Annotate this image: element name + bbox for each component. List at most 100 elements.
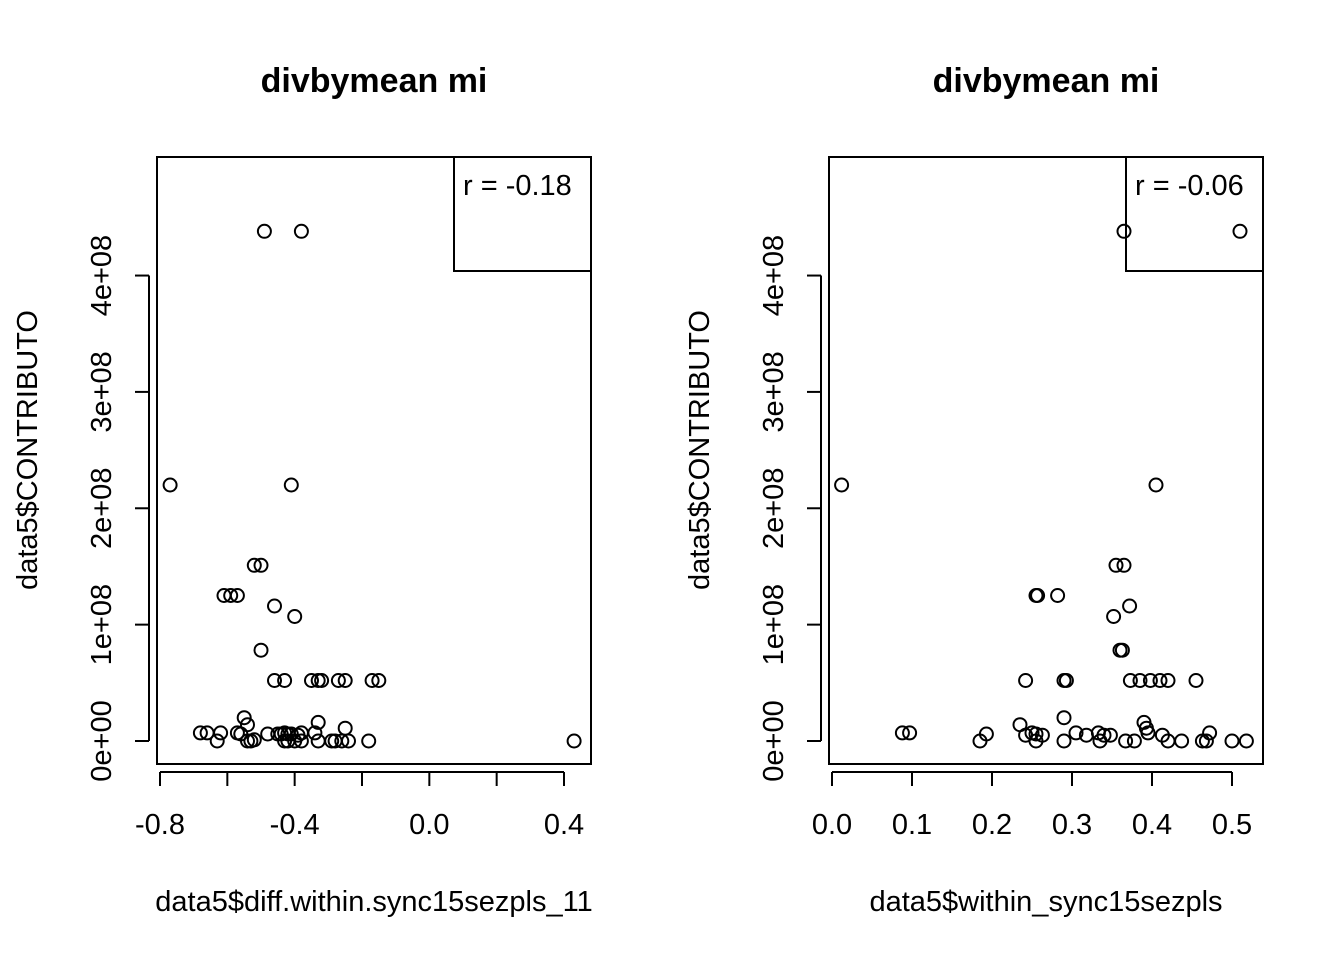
data-point bbox=[229, 588, 245, 603]
x-tick-label: 0.4 bbox=[1132, 809, 1172, 841]
y-tick-label: 1e+08 bbox=[86, 584, 118, 665]
data-point bbox=[267, 598, 282, 614]
x-tick-label: 0.0 bbox=[409, 809, 449, 841]
data-point bbox=[1160, 673, 1176, 688]
chart-title: divbymean mi bbox=[933, 62, 1160, 100]
legend-box bbox=[453, 156, 592, 272]
data-point bbox=[1238, 733, 1254, 749]
data-point bbox=[1092, 733, 1108, 749]
x-tick-label: 0.0 bbox=[812, 809, 852, 841]
data-point bbox=[1142, 673, 1158, 688]
data-point bbox=[246, 732, 262, 748]
plot-frame bbox=[156, 156, 592, 765]
data-point bbox=[293, 223, 309, 239]
data-point bbox=[972, 733, 988, 749]
data-point bbox=[330, 673, 346, 688]
y-tick-label: 3e+08 bbox=[86, 351, 118, 432]
data-point bbox=[1116, 223, 1132, 239]
data-point bbox=[1152, 673, 1168, 688]
y-axis-label: data5$CONTRIBUTO bbox=[12, 310, 44, 590]
chart-title: divbymean mi bbox=[261, 62, 488, 100]
data-point bbox=[1118, 733, 1134, 749]
data-point bbox=[1030, 588, 1046, 603]
data-point bbox=[307, 725, 323, 741]
data-point bbox=[283, 477, 299, 493]
x-tick-label: 0.2 bbox=[972, 809, 1012, 841]
data-point bbox=[293, 733, 309, 749]
x-tick-label: -0.8 bbox=[135, 809, 185, 841]
data-point bbox=[334, 733, 350, 749]
data-point bbox=[1056, 710, 1072, 726]
data-point bbox=[1018, 673, 1034, 688]
data-point bbox=[209, 733, 225, 749]
data-point bbox=[192, 725, 208, 741]
legend-text: r = -0.06 bbox=[1135, 170, 1244, 202]
data-point bbox=[314, 673, 330, 688]
y-axis-label: data5$CONTRIBUTO bbox=[684, 310, 716, 590]
legend-box bbox=[1125, 156, 1264, 272]
data-point bbox=[1202, 725, 1218, 741]
data-point bbox=[1198, 733, 1214, 749]
data-point bbox=[1148, 477, 1164, 493]
x-axis-label: data5$within_sync15sezpls bbox=[869, 886, 1222, 918]
x-axis-label: data5$diff.within.sync15sezpls_11 bbox=[155, 886, 592, 918]
data-point bbox=[267, 673, 282, 688]
data-point bbox=[1028, 733, 1044, 749]
x-tick-label: 0.4 bbox=[544, 809, 584, 841]
y-tick-label: 4e+08 bbox=[758, 235, 790, 316]
data-point bbox=[223, 588, 239, 603]
data-point bbox=[236, 710, 252, 726]
data-point bbox=[304, 673, 319, 688]
y-tick-label: 0e+00 bbox=[86, 700, 118, 781]
data-point bbox=[1058, 673, 1074, 688]
y-tick-label: 2e+08 bbox=[758, 468, 790, 549]
data-point bbox=[1050, 588, 1066, 603]
x-tick-label: 0.3 bbox=[1052, 809, 1092, 841]
data-point bbox=[277, 673, 293, 688]
data-point bbox=[834, 477, 850, 493]
data-point bbox=[1068, 725, 1084, 741]
y-tick-label: 1e+08 bbox=[758, 584, 790, 665]
data-point bbox=[253, 642, 269, 658]
data-point bbox=[253, 557, 269, 573]
data-point bbox=[1108, 557, 1124, 573]
x-tick-label: 0.1 bbox=[892, 809, 932, 841]
y-tick-label: 4e+08 bbox=[86, 235, 118, 316]
data-point bbox=[213, 725, 229, 741]
data-point bbox=[310, 714, 326, 730]
data-point bbox=[364, 673, 380, 688]
data-point bbox=[902, 725, 918, 741]
y-tick-label: 3e+08 bbox=[758, 351, 790, 432]
data-point bbox=[371, 673, 387, 688]
legend-text: r = -0.18 bbox=[463, 170, 572, 202]
data-point bbox=[341, 733, 356, 749]
data-point bbox=[1116, 557, 1132, 573]
data-point bbox=[337, 673, 353, 688]
data-point bbox=[1188, 673, 1204, 688]
data-point bbox=[566, 733, 582, 749]
data-point bbox=[1028, 726, 1044, 742]
chart-panel-2: divbymean mi 0.0 0.1 0.2 0.3 0.4 0.5 0e+00 1e+08… bbox=[684, 62, 1264, 918]
data-point bbox=[1232, 223, 1248, 239]
plot-frame bbox=[828, 156, 1264, 765]
data-point bbox=[256, 223, 272, 239]
chart-panel-1: divbymean mi -0.8 -0.4 0.0 0.4 0e+00 1e+08 2e+0… bbox=[12, 62, 593, 918]
data-point bbox=[1106, 609, 1122, 624]
data-point bbox=[1194, 733, 1210, 749]
data-point bbox=[894, 725, 910, 741]
data-point bbox=[1122, 673, 1138, 688]
data-point bbox=[1224, 733, 1240, 749]
data-point bbox=[246, 557, 262, 573]
data-point bbox=[361, 733, 377, 749]
data-point bbox=[310, 733, 326, 749]
data-point bbox=[287, 609, 303, 624]
data-point bbox=[1056, 733, 1072, 749]
data-point bbox=[162, 477, 178, 493]
data-point bbox=[287, 733, 303, 749]
data-point bbox=[1174, 733, 1190, 749]
data-point bbox=[1132, 673, 1148, 688]
y-tick-label: 2e+08 bbox=[86, 468, 118, 549]
data-point bbox=[1122, 598, 1138, 614]
